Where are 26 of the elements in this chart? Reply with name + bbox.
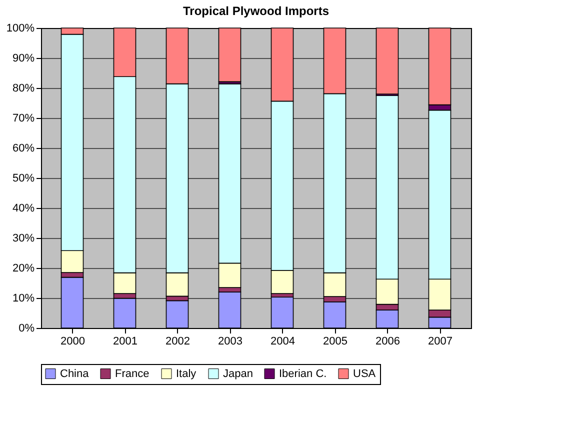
chart-title: Tropical Plywood Imports	[182, 4, 330, 18]
x-tick-label: 2001	[113, 336, 138, 348]
x-tick-label: 2004	[270, 336, 295, 348]
x-tick-label: 2002	[166, 336, 190, 348]
y-tick-label: 10%	[12, 292, 35, 304]
y-tick-label: 90%	[12, 52, 35, 64]
legend-label: USA	[353, 368, 376, 380]
legend-label: Italy	[176, 368, 197, 380]
x-tick-label: 2006	[376, 336, 400, 348]
y-tick-label: 60%	[12, 142, 35, 154]
legend-label: Japan	[223, 368, 253, 380]
y-tick-label: 40%	[12, 202, 35, 214]
y-tick-label: 0%	[18, 322, 35, 334]
y-tick-label: 100%	[6, 22, 35, 34]
y-tick-label: 20%	[12, 262, 35, 274]
x-tick-label: 2003	[218, 336, 242, 348]
x-tick-label: 2005	[323, 336, 348, 348]
y-tick-label: 30%	[12, 232, 35, 244]
y-tick-label: 70%	[12, 112, 35, 124]
y-tick-label: 80%	[12, 82, 35, 94]
legend-label: France	[115, 368, 150, 380]
y-tick-label: 50%	[12, 172, 35, 184]
legend-label: China	[60, 368, 90, 380]
x-tick-label: 2000	[60, 336, 85, 348]
x-tick-label: 2007	[428, 336, 452, 348]
legend-label: Iberian C.	[279, 368, 327, 380]
